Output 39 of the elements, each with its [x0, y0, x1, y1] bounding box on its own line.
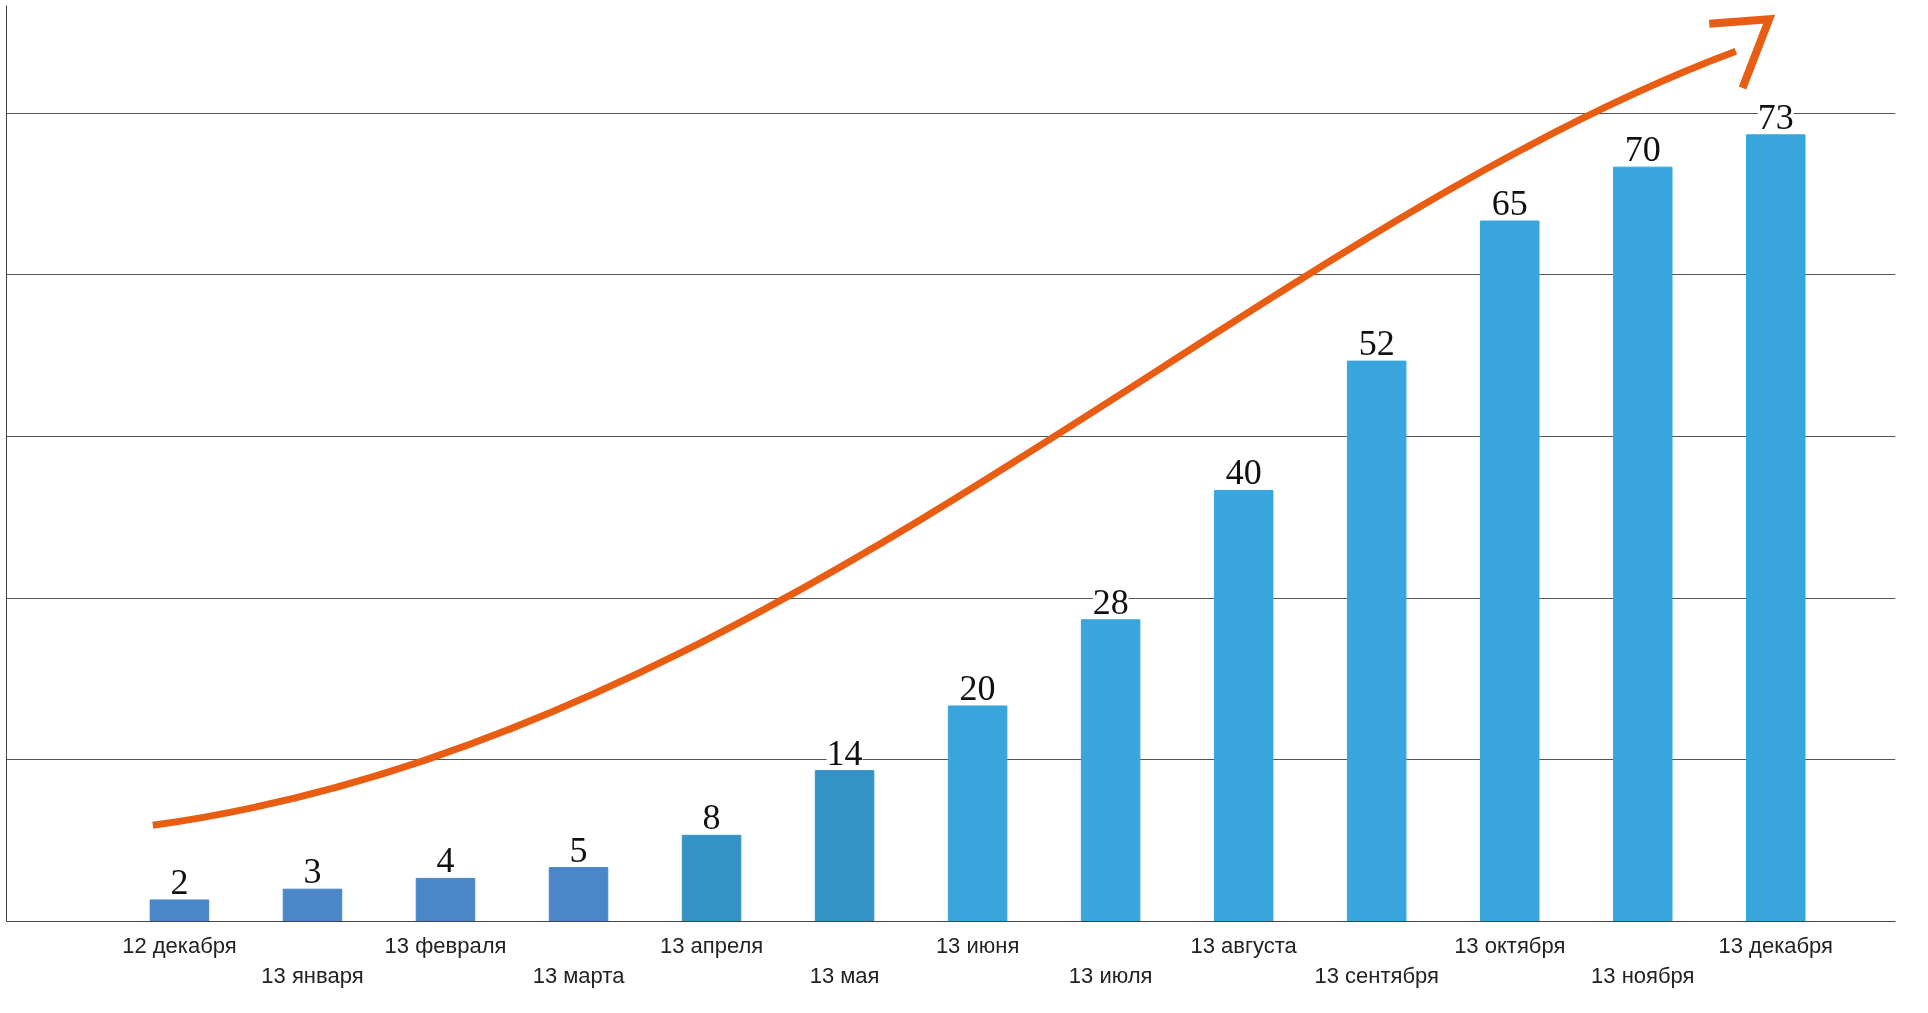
bar [415, 877, 476, 922]
x-tick-label: 13 января [261, 962, 364, 988]
x-tick-label: 13 октября [1454, 932, 1566, 958]
data-label: 40 [1225, 452, 1262, 493]
bar [814, 770, 875, 922]
x-tick-label: 13 мая [809, 962, 880, 988]
data-label: 20 [959, 667, 996, 708]
x-tick-label: 13 июня [935, 932, 1020, 958]
x-tick-label: 13 ноября [1591, 962, 1695, 988]
x-tick-label: 13 июля [1068, 962, 1153, 988]
bar [1746, 134, 1806, 922]
x-tick-label: 13 сентября [1314, 962, 1439, 988]
bar [149, 899, 210, 922]
data-label: 2 [170, 861, 189, 902]
bar [681, 834, 742, 922]
bar [1346, 360, 1407, 922]
data-label: 3 [303, 851, 322, 892]
x-tick-label: 13 февраля [384, 932, 507, 958]
x-tick-label: 13 апреля [659, 932, 764, 958]
data-label: 4 [436, 840, 455, 881]
x-tick-label: 13 декабря [1718, 932, 1834, 958]
bar [282, 888, 343, 922]
bar [947, 705, 1008, 922]
bar [1213, 489, 1274, 922]
data-label: 52 [1358, 323, 1395, 364]
data-label: 28 [1092, 581, 1129, 622]
data-label: 65 [1491, 183, 1528, 224]
data-label: 73 [1757, 96, 1794, 137]
data-label: 14 [826, 732, 863, 773]
bar [1080, 619, 1141, 922]
x-tick-label: 12 декабря [122, 932, 237, 958]
data-label: 5 [569, 829, 588, 870]
data-label: 70 [1624, 129, 1661, 170]
x-tick-label: 13 августа [1190, 932, 1298, 958]
bar [1479, 220, 1540, 922]
bar [548, 867, 609, 922]
bar [1612, 166, 1673, 922]
x-tick-label: 13 марта [532, 962, 626, 988]
data-label: 8 [702, 797, 721, 838]
